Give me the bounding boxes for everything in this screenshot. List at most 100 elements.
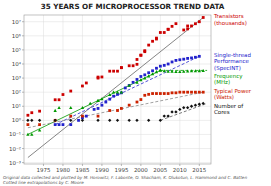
point [155, 67, 158, 70]
point [120, 91, 123, 94]
point [128, 84, 131, 87]
point [128, 84, 131, 87]
y-grid-line [24, 35, 211, 36]
series-points [26, 16, 204, 117]
point [178, 91, 181, 94]
legend-line: Cores [214, 109, 230, 115]
point [26, 114, 29, 117]
x-tick-label: 1995 [114, 167, 128, 173]
x-grid-line [62, 15, 63, 164]
point [120, 66, 123, 69]
point [54, 98, 57, 101]
point [97, 107, 100, 110]
x-tick-label: 2015 [192, 167, 206, 173]
point [186, 106, 189, 109]
point [155, 37, 158, 40]
legend-line: Performance [214, 58, 249, 64]
point [96, 99, 99, 102]
y-tick-label: 10⁻² [9, 146, 21, 152]
series-points [26, 91, 204, 126]
point [93, 108, 96, 111]
point [194, 22, 197, 25]
legend-line: (SpecINT) [214, 65, 241, 72]
point [116, 119, 119, 122]
point [151, 69, 154, 72]
point [38, 119, 41, 122]
points [26, 16, 205, 136]
point [159, 92, 162, 95]
point [147, 93, 150, 96]
point [128, 104, 131, 107]
y-tick-label: 10⁰ [12, 117, 22, 123]
point [182, 106, 185, 109]
point [159, 69, 162, 72]
point [182, 29, 185, 32]
y-tick-label: 10⁷ [12, 19, 21, 25]
y-grid-line [24, 134, 211, 135]
point [101, 104, 104, 107]
point [186, 27, 189, 30]
point [159, 31, 162, 34]
point [139, 54, 142, 57]
point [175, 22, 178, 25]
point [26, 119, 29, 122]
point [124, 87, 127, 90]
point [163, 64, 166, 67]
trend-line [55, 56, 199, 124]
point [159, 68, 162, 71]
y-tick-label: 10⁵ [12, 47, 21, 53]
point [182, 58, 185, 61]
point [139, 98, 142, 101]
point [58, 123, 61, 126]
point [77, 119, 80, 122]
point [139, 75, 142, 78]
point [163, 92, 166, 95]
point [136, 101, 139, 104]
point [170, 110, 173, 113]
point [100, 97, 103, 100]
point [190, 25, 193, 28]
y-tick-label: 10⁻³ [9, 160, 21, 166]
point [26, 123, 29, 126]
y-grid-line [24, 78, 211, 79]
point [170, 70, 173, 73]
y-grid-line [24, 21, 211, 22]
point [194, 91, 197, 94]
point [81, 85, 84, 88]
point [30, 111, 33, 114]
point [112, 90, 115, 93]
point [202, 91, 205, 94]
point [198, 103, 201, 106]
point [175, 59, 178, 62]
point [69, 90, 72, 93]
legend-entry: Typical Power(Watts) [213, 88, 252, 100]
point [147, 44, 150, 47]
point [116, 109, 119, 112]
plot-frame [24, 15, 211, 164]
point [81, 119, 84, 122]
point [143, 73, 146, 76]
point [159, 119, 162, 122]
trend-line [28, 17, 203, 157]
point [167, 63, 170, 66]
trend-line [28, 92, 203, 128]
legend-line: (Watts) [214, 94, 234, 100]
x-tick-label: 1980 [56, 167, 70, 173]
point [171, 91, 174, 94]
point [186, 25, 189, 28]
point [101, 76, 104, 79]
point [62, 93, 65, 96]
trend-lines [28, 17, 207, 157]
point [198, 91, 201, 94]
legend-line: Number of [214, 103, 244, 109]
x-tick-label: 2000 [134, 167, 148, 173]
y-grid-line [24, 106, 211, 107]
x-grid-line [82, 15, 83, 164]
point [108, 70, 111, 73]
point [26, 133, 29, 136]
point [178, 70, 181, 73]
point [38, 129, 41, 132]
point [171, 25, 174, 28]
footnote: Original data collected and plotted by M… [3, 175, 247, 185]
point [120, 66, 123, 69]
